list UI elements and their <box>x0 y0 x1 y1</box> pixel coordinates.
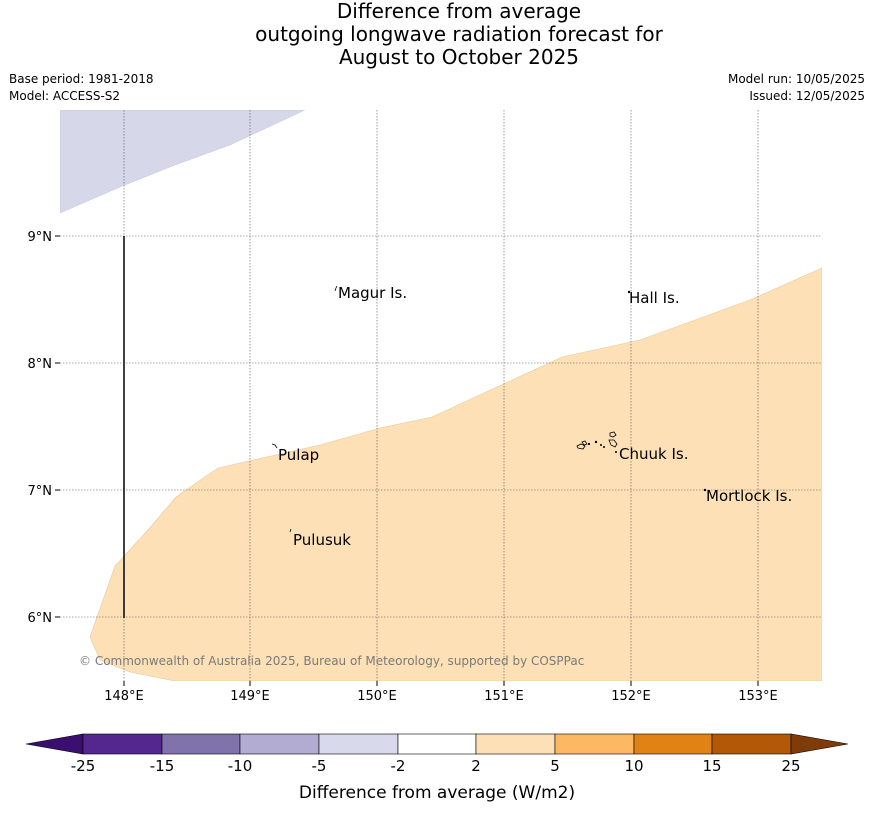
place-magur: Magur Is. <box>338 284 407 302</box>
colorbar-tick: -15 <box>150 757 175 775</box>
mortlock-island-shape <box>703 488 707 492</box>
place-pulap: Pulap <box>278 446 319 464</box>
colorbar-extend-high <box>790 733 849 755</box>
anomaly-region-purple <box>60 110 306 214</box>
lat-label: 6°N <box>28 611 53 626</box>
colorbar-tick: 5 <box>550 757 560 775</box>
colorbar-ticks: -25 -15 -10 -5 -2 2 5 10 15 25 <box>71 757 801 775</box>
map-area: Magur Is. Hall Is. Pulap Chuuk Is. Mortl… <box>60 110 822 681</box>
issued-text: Issued: 12/05/2025 <box>749 89 865 103</box>
place-pulusuk: Pulusuk <box>293 531 351 549</box>
colorbar-segment <box>239 733 320 755</box>
magur-island-shape <box>334 285 338 292</box>
colorbar-segment <box>554 733 635 755</box>
colorbar-tick: 10 <box>624 757 643 775</box>
place-hall: Hall Is. <box>629 289 680 307</box>
place-chuuk: Chuuk Is. <box>619 445 688 463</box>
colorbar-tick: -5 <box>312 757 327 775</box>
lon-label: 150°E <box>357 689 397 704</box>
title-line-1: Difference from average <box>336 0 582 23</box>
copyright-notice: © Commonwealth of Australia 2025, Bureau… <box>79 654 584 668</box>
lon-label: 153°E <box>738 689 778 704</box>
meta-right: Model run: 10/05/2025 Issued: 12/05/2025 <box>728 71 865 105</box>
lat-labels: 9°N 8°N 7°N 6°N <box>28 230 53 626</box>
lat-label: 8°N <box>28 357 53 372</box>
colorbar-tick: -10 <box>228 757 253 775</box>
colorbar-segment <box>161 733 241 755</box>
colorbar-segment <box>82 733 163 755</box>
title-line-3: August to October 2025 <box>338 45 580 69</box>
colorbar-label: Difference from average (W/m2) <box>299 783 575 803</box>
colorbar-segment <box>397 733 477 755</box>
pulap-island-shape <box>271 443 278 449</box>
chuuk-lagoon-shape <box>576 431 618 453</box>
lon-label: 152°E <box>611 689 651 704</box>
lon-ticks <box>123 681 759 686</box>
colorbar-tick: 25 <box>781 757 800 775</box>
lat-label: 9°N <box>28 230 53 245</box>
island-shapes <box>271 285 707 533</box>
lon-labels: 148°E 149°E 150°E 151°E 152°E 153°E <box>104 689 778 704</box>
colorbar-segment <box>711 733 792 755</box>
lon-label: 148°E <box>104 689 144 704</box>
anomaly-region-orange <box>89 267 822 681</box>
lat-ticks <box>55 235 60 618</box>
lat-label: 7°N <box>28 484 53 499</box>
colorbar-extend-low <box>25 733 84 755</box>
hall-island-shape <box>627 290 631 294</box>
colorbar-tick: -25 <box>71 757 96 775</box>
colorbar-segment <box>318 733 399 755</box>
place-mortlock: Mortlock Is. <box>706 487 792 505</box>
pulusuk-island-shape <box>289 528 292 533</box>
meta-left: Base period: 1981-2018 Model: ACCESS-S2 <box>9 71 154 105</box>
model-text: Model: ACCESS-S2 <box>9 89 121 103</box>
lon-label: 151°E <box>484 689 524 704</box>
colorbar-tick: 2 <box>471 757 481 775</box>
model-run-text: Model run: 10/05/2025 <box>727 72 865 86</box>
colorbar-segment <box>475 733 556 755</box>
colorbar-tick: 15 <box>702 757 721 775</box>
base-period-text: Base period: 1981-2018 <box>9 72 154 86</box>
lon-label: 149°E <box>230 689 270 704</box>
chart-title: Difference from average outgoing longwav… <box>0 0 873 69</box>
colorbar <box>25 733 849 755</box>
colorbar-segment <box>633 733 713 755</box>
title-line-2: outgoing longwave radiation forecast for <box>255 22 663 46</box>
colorbar-tick: -2 <box>391 757 406 775</box>
